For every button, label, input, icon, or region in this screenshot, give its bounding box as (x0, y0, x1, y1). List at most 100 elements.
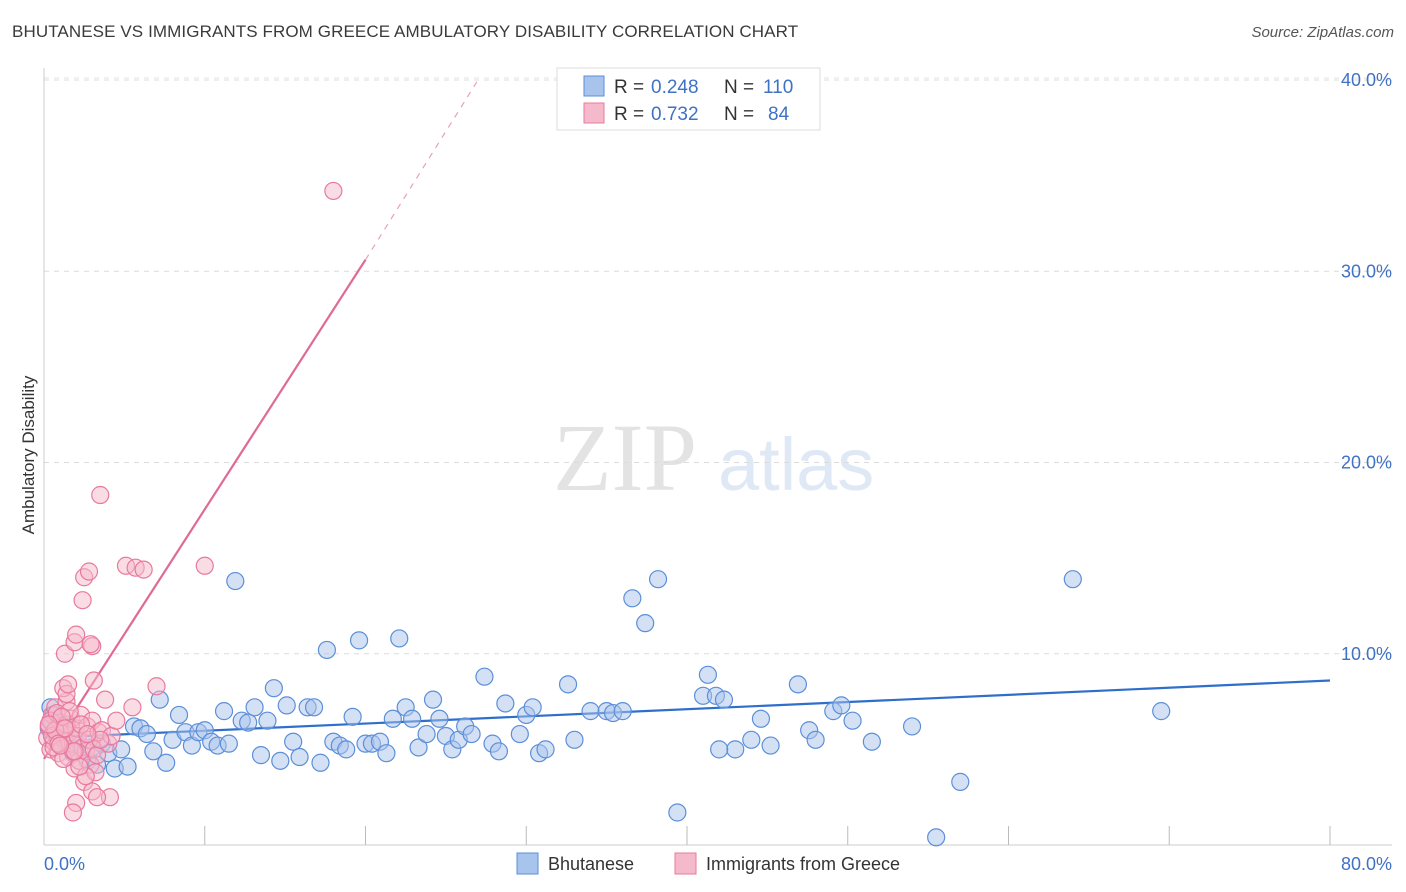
bhutanese-point (304, 698, 324, 717)
bhutanese-point (417, 724, 436, 744)
y-tick-label: 10.0% (1341, 644, 1392, 664)
bhutanese-point (726, 740, 745, 759)
bhutanese-point (271, 751, 290, 770)
bhutanese-point (219, 734, 238, 753)
bhutanese-point (118, 757, 137, 776)
bhutanese-point (423, 690, 443, 709)
bhutanese-point (157, 753, 176, 772)
bhutanese-point (710, 740, 729, 759)
bhutanese-point (284, 732, 303, 751)
bhutanese-point (843, 711, 862, 730)
bottom-swatch-greece (674, 852, 697, 875)
greece-point (91, 485, 110, 505)
y-tick-label: 40.0% (1341, 70, 1392, 90)
y-tick-label: 30.0% (1341, 261, 1392, 281)
greece-point (78, 724, 97, 744)
bhutanese-point (169, 705, 189, 725)
bhutanese-point (264, 679, 283, 698)
bhutanese-point (409, 738, 428, 757)
bhutanese-point (761, 736, 780, 755)
legend-swatch-greece (583, 102, 605, 124)
greece-point (134, 560, 153, 579)
greece-point (195, 556, 214, 575)
y-axis-title: Ambulatory Disability (19, 375, 38, 534)
grid-layer (44, 77, 1392, 655)
bhutanese-point (832, 696, 851, 715)
greece-point (55, 719, 74, 738)
bhutanese-point (343, 707, 362, 726)
series-legend: Bhutanese Immigrants from Greece (516, 852, 900, 875)
greece-point (70, 757, 89, 776)
greece-point (107, 711, 126, 730)
watermark: ZIP atlas (553, 404, 874, 511)
bottom-swatch-bhutanese (516, 852, 539, 875)
bhutanese-point (390, 629, 409, 648)
legend-n-value-2: 84 (768, 104, 790, 125)
bhutanese-point (475, 667, 494, 686)
y-tick-label: 20.0% (1341, 453, 1392, 473)
legend-swatch-bhutanese (583, 75, 605, 97)
greece-point (79, 562, 99, 581)
bottom-legend-bhutanese: Bhutanese (548, 854, 634, 874)
bhutanese-point (1152, 702, 1171, 721)
greece-point (59, 675, 78, 694)
x-tick-label-min: 0.0% (44, 854, 85, 874)
bhutanese-point (290, 747, 309, 767)
greece-point (39, 715, 58, 734)
bhutanese-point (430, 709, 449, 728)
legend-r-value-2: 0.732 (651, 104, 699, 125)
bhutanese-point (137, 724, 156, 744)
bhutanese-point (751, 709, 771, 728)
bhutanese-point (623, 589, 642, 608)
legend-n-label-1: N = (724, 77, 754, 98)
bhutanese-point (698, 665, 717, 684)
legend-n-label-2: N = (724, 104, 754, 125)
greece-point (123, 698, 142, 717)
bhutanese-point (510, 724, 529, 744)
greece-point (63, 803, 83, 822)
bottom-legend-greece: Immigrants from Greece (706, 854, 900, 874)
bhutanese-point (714, 690, 734, 709)
bhutanese-point (496, 694, 515, 713)
bhutanese-point (349, 631, 369, 650)
bhutanese-point (927, 828, 946, 847)
bhutanese-point (536, 740, 555, 759)
bhutanese-point (558, 675, 578, 694)
legend-r-label-1: R = (614, 77, 644, 98)
greece-point (67, 625, 86, 644)
greece-trendline-extension (364, 79, 479, 261)
bhutanese-point (565, 730, 584, 749)
bhutanese-point (226, 571, 245, 591)
bhutanese-point (377, 744, 396, 763)
bhutanese-point (383, 709, 402, 728)
watermark-atlas: atlas (718, 423, 874, 506)
x-tick-label-max: 80.0% (1341, 854, 1392, 874)
chart-title: BHUTANESE VS IMMIGRANTS FROM GREECE AMBU… (12, 22, 799, 41)
bhutanese-point (951, 772, 970, 791)
greece-point (73, 591, 92, 610)
greece-point (324, 181, 343, 201)
bhutanese-point (523, 698, 542, 717)
bhutanese-point (317, 640, 337, 660)
bhutanese-point (239, 713, 258, 732)
bhutanese-point (462, 724, 481, 744)
bhutanese-point (403, 709, 422, 728)
greece-point (87, 788, 107, 807)
point-layer (38, 181, 1171, 847)
bhutanese-point (581, 702, 600, 721)
bhutanese-point (144, 742, 163, 761)
bhutanese-point (648, 570, 668, 589)
greece-point (84, 671, 103, 690)
bhutanese-point (742, 730, 761, 749)
bhutanese-point (245, 698, 264, 717)
bhutanese-point (251, 746, 271, 765)
greece-point (50, 736, 70, 755)
stats-legend: R = 0.248 N = 110 R = 0.732 N = 84 (556, 67, 821, 131)
bhutanese-point (668, 803, 687, 822)
bhutanese-point (788, 675, 808, 694)
legend-n-value-1: 110 (763, 77, 793, 98)
bhutanese-point (902, 717, 922, 736)
bhutanese-point (258, 711, 277, 730)
legend-r-value-1: 0.248 (651, 77, 699, 98)
